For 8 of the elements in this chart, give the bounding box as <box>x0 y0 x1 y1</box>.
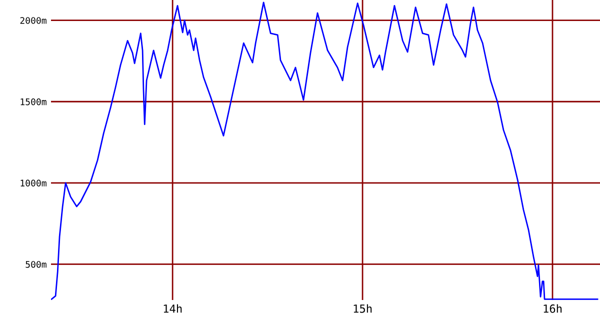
y-tick-label: 1500m <box>20 98 46 106</box>
x-tick-label: 15h <box>354 304 372 313</box>
x-tick-label: 16h <box>544 304 562 313</box>
y-tick-label: 2000m <box>20 17 46 24</box>
y-tick-label: 500m <box>26 260 46 268</box>
x-tick-label: 14h <box>164 304 182 313</box>
y-tick-label: 1000m <box>20 180 46 187</box>
line-series <box>51 2 598 300</box>
